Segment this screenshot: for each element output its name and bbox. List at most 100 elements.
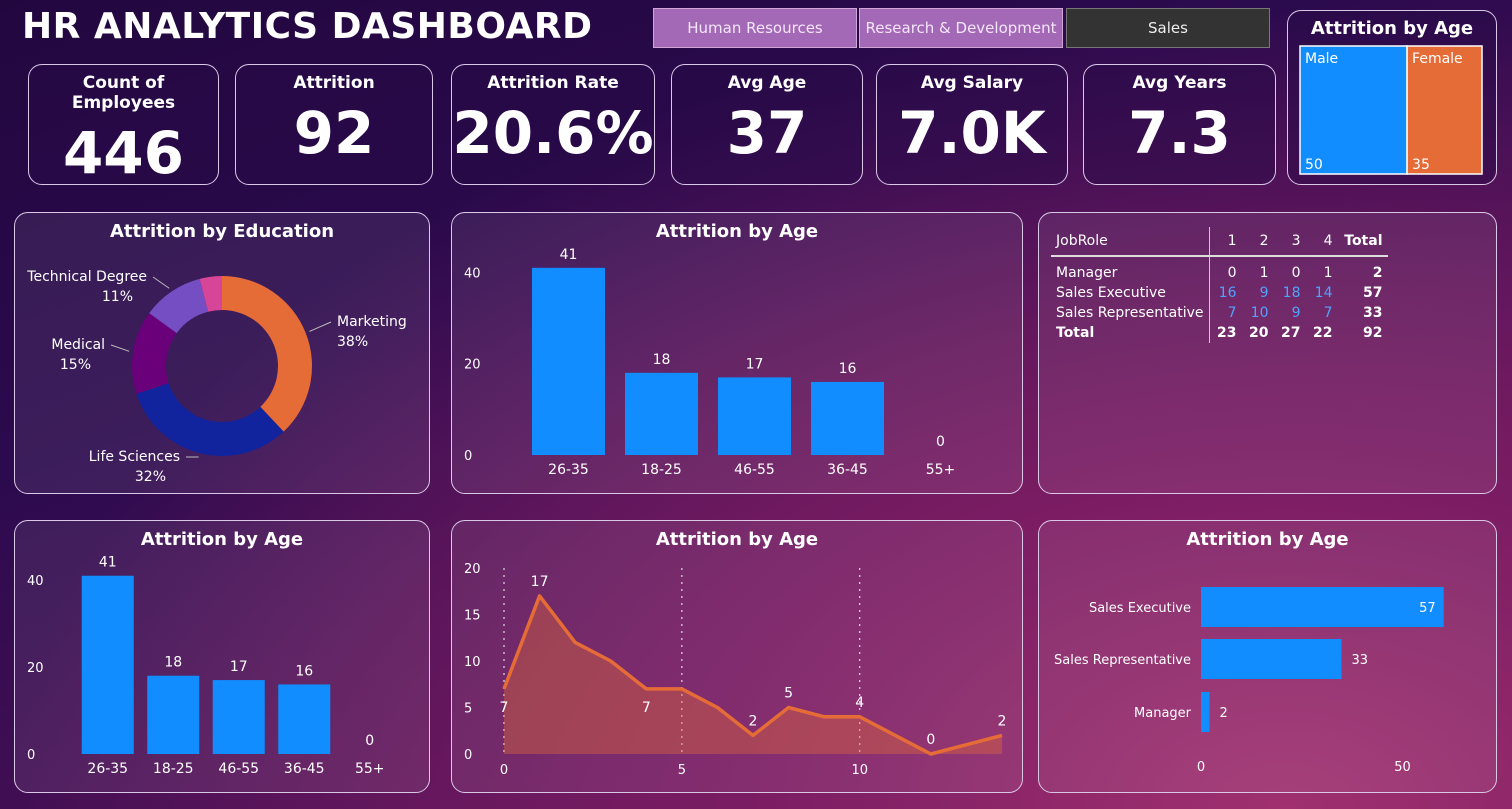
jobrole-matrix: JobRole 1 2 3 4 Total Manager 0 1 0 1 2 … [1051,227,1388,343]
point-label: 7 [642,700,651,716]
bar[interactable] [1201,692,1210,732]
tab-human-resources[interactable]: Human Resources [653,8,857,48]
kpi-value: 92 [293,99,375,167]
matrix-col-header[interactable]: 3 [1273,227,1306,257]
point-label: 17 [531,574,549,590]
kpi-value: 7.0K [898,99,1046,167]
age-bar-2-card: Attrition by Age 0 20 40 41 26-35 18 18-25 17 46… [14,520,430,793]
bar[interactable] [212,680,265,754]
age-area: 0 5 10 15 20 0 5 10 7 17 7 2 5 4 0 2 [464,562,1007,778]
point-label: 7 [500,700,509,716]
matrix-col-header[interactable]: 2 [1241,227,1274,257]
bar[interactable] [718,377,791,455]
bar[interactable] [1201,587,1444,627]
matrix-col-header[interactable]: 4 [1305,227,1338,257]
bar-value-label: 57 [1419,601,1436,616]
cell: 7 [1323,305,1333,321]
x-tick-label: 0 [1197,760,1205,775]
education-donut: Marketing 38% Life Sciences 32% Medical 15% Te… [26,269,406,485]
chart-title: Attrition by Age [655,221,819,242]
age-area-card: Attrition by Age 0 5 10 15 20 0 5 10 7 17 7 2 5 4 0 2 [451,520,1023,793]
gender-treemap: Male 50 Female 35 [1299,45,1483,175]
bar[interactable] [81,575,134,754]
x-tick-label: 55+ [926,462,956,478]
donut-slice[interactable] [199,276,222,312]
x-tick-label: 18-25 [153,761,194,777]
cell: 0 [1291,265,1301,281]
matrix-col-header[interactable]: 1 [1209,227,1242,257]
cell-total: 2 [1372,265,1383,281]
y-tick-label: 0 [464,449,472,464]
donut-leader [110,344,130,352]
x-tick-label: 5 [678,763,686,778]
table-row: Sales Representative 7 10 9 7 33 [1051,303,1388,323]
donut-pct: 32% [135,469,166,485]
treemap-tile[interactable] [1406,45,1483,175]
bar[interactable] [147,675,200,754]
cell: 1 [1259,265,1269,281]
table-row: Sales Executive 16 9 18 14 57 [1051,283,1388,303]
y-tick-label: 5 [464,702,472,717]
table-row-total: Total 23 20 27 22 92 [1051,323,1388,343]
cell: 27 [1281,325,1301,341]
cell-total: 57 [1363,285,1383,301]
kpi-label: Avg Age [727,73,807,93]
bar-value-label: 41 [99,555,117,571]
area-line[interactable] [502,594,1003,756]
kpi-value: 37 [726,99,808,167]
donut-slice[interactable] [222,276,313,432]
kpi-avg-years: Avg Years 7.3 [1083,64,1276,185]
matrix-col-header[interactable]: JobRole [1051,227,1210,257]
y-tick-label: 20 [27,661,44,676]
bar[interactable] [532,267,605,455]
point-label: 2 [998,713,1007,729]
bar[interactable] [811,381,884,455]
bar[interactable] [1201,639,1342,679]
matrix-header: JobRole 1 2 3 4 Total [1051,227,1388,257]
kpi-value: 20.6% [452,99,654,167]
y-tick-label: 40 [27,574,44,589]
education-donut-card: Attrition by Education Marketing 38% Life … [14,212,430,494]
y-tick-label: Sales Representative [1054,653,1191,668]
table-row: Manager 0 1 0 1 2 [1051,263,1388,283]
donut-label: Medical [51,337,105,353]
x-tick-label: 0 [500,763,508,778]
bar-value-label: 0 [365,733,374,749]
kpi-label: Attrition [293,73,375,93]
donut-slice[interactable] [149,278,209,334]
point-label: 2 [749,713,758,729]
kpi-avg-salary: Avg Salary 7.0K [876,64,1068,185]
jobrole-hbar: Sales Executive 57 Sales Representative 33 M… [1054,587,1444,775]
donut-slice[interactable] [136,383,284,457]
y-tick-label: 0 [27,748,35,763]
donut-pct: 11% [102,289,133,305]
bar-value-label: 2 [1220,706,1228,721]
cell-total: 33 [1363,305,1383,321]
cell: 22 [1313,325,1333,341]
bar-value-label: 18 [653,352,671,368]
bar-value-label: 33 [1352,653,1369,668]
kpi-avg-age: Avg Age 37 [671,64,863,185]
y-tick-label: Sales Executive [1089,601,1191,616]
chart-title: Attrition by Education [109,221,335,242]
cell: 23 [1217,325,1237,341]
x-tick-label: 18-25 [641,462,682,478]
age-bar-2: 0 20 40 41 26-35 18 18-25 17 46-55 16 36-45 0 55+ [27,555,385,777]
matrix-col-header[interactable]: Total [1337,227,1388,257]
donut-slice[interactable] [132,313,177,394]
kpi-value: 7.3 [1128,99,1231,167]
bar[interactable] [278,684,331,754]
donut-label: Technical Degree [26,269,147,285]
chart-title: Attrition by Age [655,529,819,550]
cell: 1 [1323,265,1333,281]
cell: 18 [1282,285,1301,301]
treemap-value: 35 [1412,157,1430,173]
tab-research-development[interactable]: Research & Development [859,8,1063,48]
age-bar-1-card: Attrition by Age 0 20 40 41 26-35 18 18-25 17 46… [451,212,1023,494]
point-label: 4 [855,695,864,711]
y-tick-label: 0 [464,748,472,763]
treemap-label: Male [1305,51,1338,67]
bar[interactable] [625,372,698,455]
bar-value-label: 16 [295,663,313,679]
tab-sales[interactable]: Sales [1066,8,1270,48]
